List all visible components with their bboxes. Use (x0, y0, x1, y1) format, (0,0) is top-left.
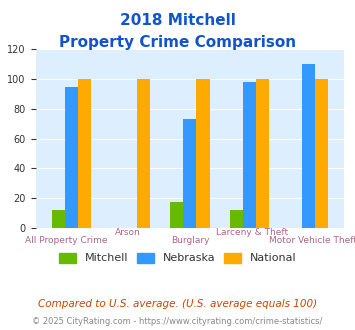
Text: Larceny & Theft: Larceny & Theft (215, 228, 288, 237)
Bar (137, 79, 150, 228)
Text: Property Crime Comparison: Property Crime Comparison (59, 35, 296, 50)
Bar (230, 210, 243, 228)
Bar (184, 119, 196, 228)
Bar (302, 64, 315, 228)
Bar (256, 79, 269, 228)
Text: © 2025 CityRating.com - https://www.cityrating.com/crime-statistics/: © 2025 CityRating.com - https://www.city… (32, 317, 323, 326)
Text: Compared to U.S. average. (U.S. average equals 100): Compared to U.S. average. (U.S. average … (38, 299, 317, 309)
Bar (51, 210, 65, 228)
Bar (196, 79, 209, 228)
Bar (315, 79, 328, 228)
Bar (65, 86, 78, 228)
Legend: Mitchell, Nebraska, National: Mitchell, Nebraska, National (59, 253, 296, 263)
Text: All Property Crime: All Property Crime (25, 236, 108, 245)
Text: Motor Vehicle Theft: Motor Vehicle Theft (269, 236, 355, 245)
Bar (243, 82, 256, 228)
Text: 2018 Mitchell: 2018 Mitchell (120, 13, 235, 28)
Bar (78, 79, 91, 228)
Bar (170, 202, 184, 228)
Text: Burglary: Burglary (171, 236, 209, 245)
Text: Arson: Arson (115, 228, 141, 237)
